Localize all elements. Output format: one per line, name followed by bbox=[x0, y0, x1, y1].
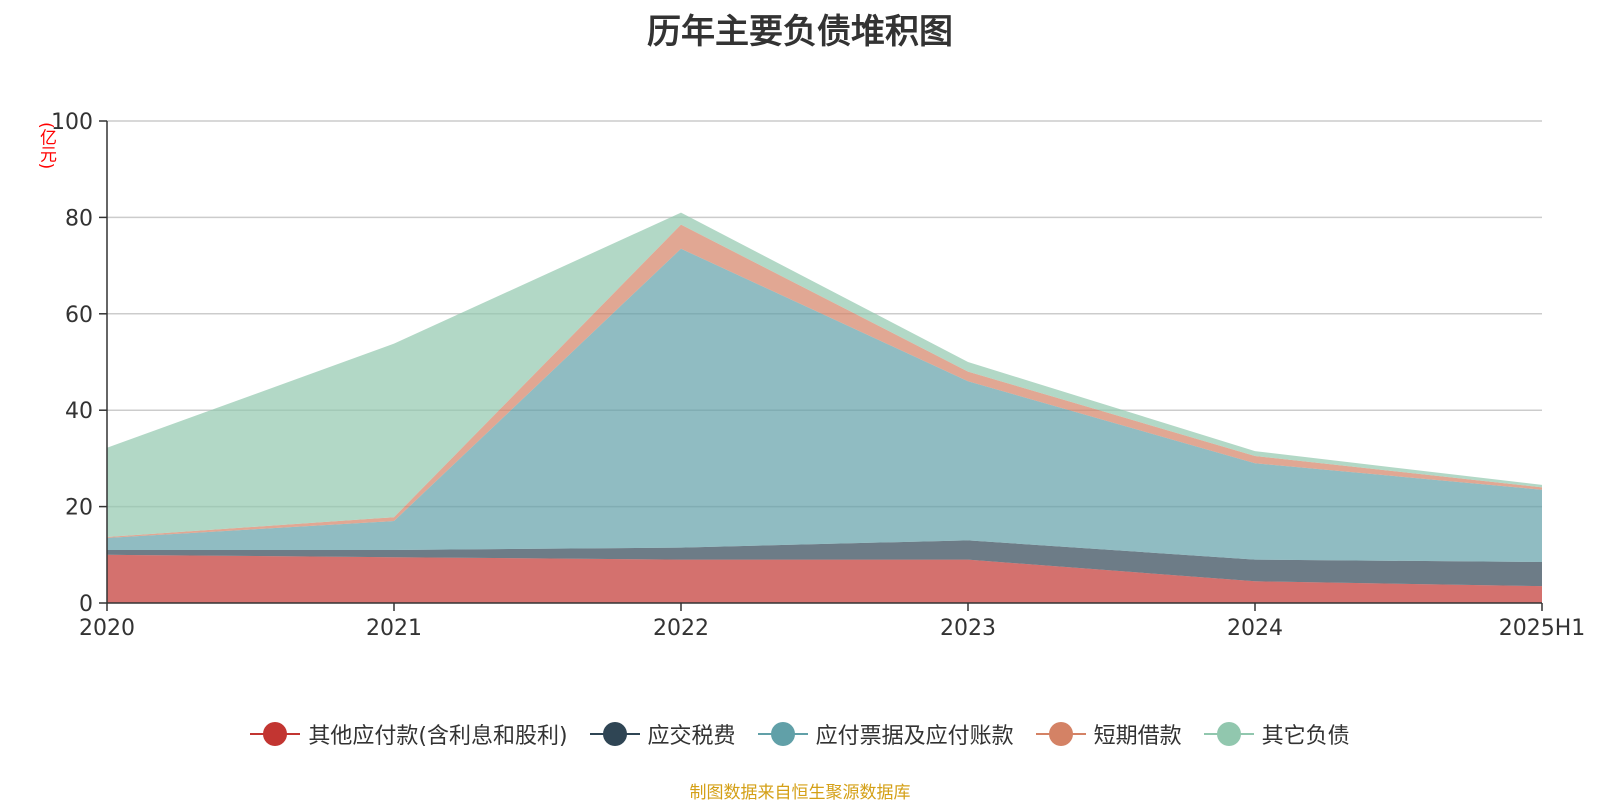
legend-swatch-icon bbox=[589, 722, 640, 746]
area-应付票据及应付账款 bbox=[107, 248, 1542, 563]
legend-item[interactable]: 其他应付款(含利息和股利) bbox=[250, 718, 568, 750]
y-tick-label: 100 bbox=[51, 110, 93, 135]
y-tick-label: 80 bbox=[65, 206, 93, 231]
legend-label: 其它负债 bbox=[1261, 724, 1350, 749]
legend-label: 其他应付款(含利息和股利) bbox=[308, 724, 568, 749]
area-应交税费 bbox=[107, 540, 1542, 587]
chart-title: 历年主要负债堆积图 bbox=[647, 12, 953, 52]
stacked-area-chart: 0 20 40 60 80 100 2020 2021 2022 2023 2024 2025H1 bbox=[51, 110, 1585, 641]
legend-item[interactable]: 短期借款 bbox=[1035, 718, 1182, 750]
legend-item[interactable]: 应付票据及应付账款 bbox=[757, 718, 1014, 750]
area-其它负债 bbox=[107, 212, 1542, 537]
x-tick-label: 2023 bbox=[940, 616, 996, 641]
x-tick-label: 2025H1 bbox=[1499, 616, 1586, 641]
legend-swatch-icon bbox=[757, 722, 808, 746]
legend-item[interactable]: 其它负债 bbox=[1203, 718, 1350, 750]
y-axis-unit-label: (亿元) bbox=[36, 122, 56, 170]
axes: 0 20 40 60 80 100 2020 2021 2022 2023 2024 2025H1 bbox=[51, 110, 1585, 641]
legend-swatch-icon bbox=[1035, 722, 1086, 746]
legend-label: 应交税费 bbox=[647, 724, 736, 749]
legend-swatch-icon bbox=[250, 722, 301, 746]
x-tick-label: 2022 bbox=[653, 616, 709, 641]
y-tick-label: 40 bbox=[65, 399, 93, 424]
y-tick-label: 0 bbox=[79, 592, 93, 617]
x-tick-label: 2024 bbox=[1227, 616, 1283, 641]
source-note: 制图数据来自恒生聚源数据库 bbox=[689, 783, 911, 803]
y-tick-label: 60 bbox=[65, 303, 93, 328]
area-series bbox=[107, 212, 1542, 603]
legend-label: 应付票据及应付账款 bbox=[815, 724, 1014, 749]
x-tick-label: 2020 bbox=[79, 616, 135, 641]
legend-swatch-icon bbox=[1203, 722, 1254, 746]
area-其他应付款(含利息和股利) bbox=[107, 554, 1542, 603]
x-tick-label: 2021 bbox=[366, 616, 422, 641]
legend-label: 短期借款 bbox=[1093, 724, 1182, 749]
legend: 其他应付款(含利息和股利) 应交税费 应付票据及应付账款 短期借款 其它负债 bbox=[0, 718, 1600, 750]
legend-item[interactable]: 应交税费 bbox=[589, 718, 736, 750]
y-tick-label: 20 bbox=[65, 496, 93, 521]
